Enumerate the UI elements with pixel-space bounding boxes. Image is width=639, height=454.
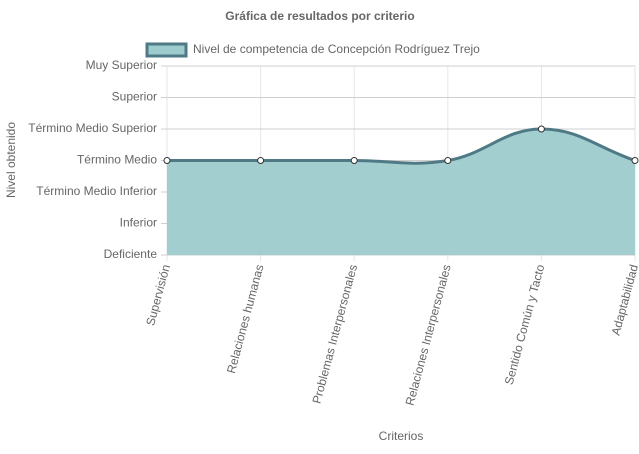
x-axis-label: Criterios (379, 429, 424, 443)
point (631, 157, 639, 164)
y-tick-label: Término Medio Superior (28, 121, 157, 135)
legend-swatch (145, 42, 188, 58)
chart-title: Gráfica de resultados por criterio (225, 9, 414, 23)
point (257, 157, 265, 164)
y-tick-label: Superior (112, 90, 157, 104)
x-tick-label: Sentido Común y Tacto (502, 263, 548, 387)
y-tick-label: Inferior (120, 216, 157, 230)
x-tick-label: Supervisión (143, 263, 173, 327)
point (537, 125, 545, 133)
legend-label: Nivel de competencia de Concepción Rodrí… (193, 42, 480, 56)
x-tick-label: Relaciones Interpersonales (403, 263, 454, 407)
y-tick-label: Término Medio Inferior (36, 184, 157, 198)
y-axis-label: Nivel obtenido (4, 122, 18, 198)
x-tick-label: Relaciones humanas (224, 263, 267, 375)
y-tick-label: Muy Superior (86, 58, 157, 72)
point (163, 157, 171, 164)
x-tick-label: Adaptabilidad (609, 263, 639, 337)
area-fill (167, 129, 635, 255)
y-tick-label: Deficiente (104, 247, 158, 261)
point (444, 157, 452, 164)
point (350, 157, 358, 164)
line (167, 127, 636, 165)
y-tick-label: Término Medio (77, 153, 157, 167)
x-tick-label: Problemas Interpersonales (310, 263, 361, 405)
